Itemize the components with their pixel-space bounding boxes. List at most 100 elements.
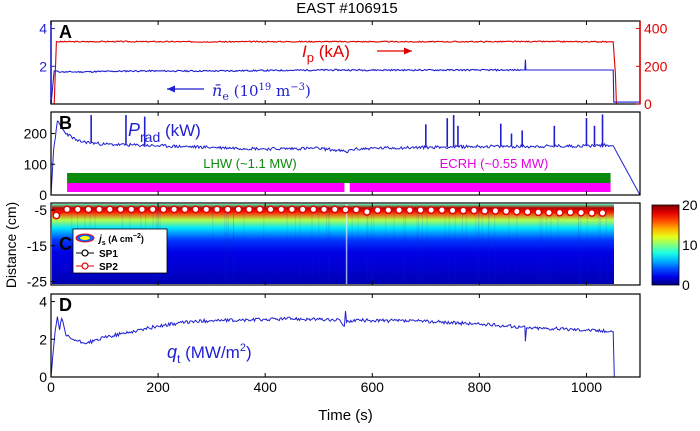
sp2-point [234,205,243,214]
sp2-point [266,205,275,214]
sp2-point [255,205,264,214]
sp2-point [566,208,575,217]
sp2-point [95,205,104,214]
panel-c-y-tick-label: -15 [27,238,47,254]
panel-b-frame [50,111,641,196]
sp2-point [384,206,393,215]
sp2-point [491,206,500,215]
sp2-point [288,205,296,214]
panel-a-right-y-tick-label: 400 [644,21,668,37]
qt-annotation: qt (MW/m2) [167,342,252,366]
x-tick-label: 1000 [571,379,602,395]
sp2-point [502,207,511,216]
sp2-point [309,205,318,214]
sp2-point [202,205,211,214]
sp2-point [116,205,125,214]
sp2-point [373,206,382,215]
lhw-bar [67,173,611,183]
colorbar-tick-label: 20 [682,197,698,213]
sp2-legend-marker [81,262,89,270]
sp1-legend-marker [81,249,89,257]
x-tick-label: 600 [361,379,385,395]
panel-label-d: D [59,295,72,315]
js-legend-icon-core [80,236,90,240]
sp2-point [330,205,339,214]
sp2-point [587,209,596,217]
qt-series-line [50,310,640,378]
sp2-point [341,205,350,214]
sp2-point [127,205,136,214]
sp2-point [84,205,93,214]
sp2-point [405,206,414,215]
sp2-point [523,208,532,216]
colorbar-tick-label: 10 [682,237,698,253]
panel-a-left-y-tick-label: 4 [39,21,47,37]
prad-series-line [50,120,641,196]
colorbar [651,204,680,286]
sp2-point [448,206,457,215]
x-axis-label: Time (s) [318,407,372,424]
panel-a-left-y-tick-label: 2 [39,58,47,74]
x-tick-label: 200 [146,379,170,395]
panel-d-y-tick-label: 0 [39,369,47,385]
sp2-point [320,205,328,214]
panel-a-right-y-tick-label: 200 [644,58,668,74]
sp2-point [180,205,189,214]
colorbar-tick-label: 0 [682,277,690,293]
panel-c-y-tick-label: -25 [27,273,47,289]
panel-c-frame [50,202,641,286]
panel-c-y-tick-label: -5 [35,202,48,218]
sp2-point [352,205,361,214]
legend-sp1-label: SP1 [99,249,118,260]
panel-a-frame [50,20,641,105]
sp2-point [52,211,61,220]
sp2-point [459,206,468,215]
ip-annotation: Ip (kA) [302,42,350,65]
sp2-point [63,205,71,214]
ecrh-bar-2 [349,183,611,192]
panel-d-y-tick-label: 2 [39,331,47,347]
sp2-point [106,205,114,214]
sp2-point [470,206,478,215]
sp2-point [427,206,436,215]
prad-annotation: Prad (kW) [128,120,201,145]
panel-a-right-y-tick-label: 0 [644,96,652,112]
sp2-point [191,205,200,214]
sp2-point [545,208,553,217]
ip-series-line [51,40,640,105]
ne-annotation: n̄e (1019 m−3) [212,81,311,103]
sp2-point [138,205,146,214]
sp2-point [223,205,232,214]
legend-sp2-label: SP2 [99,262,118,273]
sp2-point [534,208,543,217]
figure-title: EAST #106915 [296,0,397,17]
panel-b-y-tick-label: 0 [39,187,47,203]
sp2-point [73,205,82,214]
sp2-point [395,206,403,215]
panel-b-y-tick-label: 100 [24,156,48,172]
panel-d-y-tick-label: 4 [39,294,47,310]
sp2-point [555,208,564,217]
sp2-point [480,206,489,215]
sp2-point [245,205,254,214]
ecrh-label: ECRH (~0.55 MW) [440,156,549,171]
ne-arrow-head [167,85,175,93]
sp2-line [56,208,603,216]
x-tick-label: 0 [47,379,55,395]
sp2-point [598,209,607,217]
ip-arrow-head [404,47,412,55]
sp2-point [577,208,585,217]
x-tick-label: 800 [468,379,492,395]
sp2-point [416,206,425,215]
sp2-point [512,207,521,216]
panel-label-b: B [59,113,72,133]
sp2-point [148,205,157,214]
panel-label-c: C [59,234,72,254]
legend-js-label: js (A cm−2) [97,233,144,247]
sp2-point [213,205,221,214]
ne-series-line [50,59,640,105]
ecrh-bar-1 [67,183,345,192]
panel-c-ylabel: Distance (cm) [3,202,19,288]
panel-b-y-tick-label: 200 [24,126,48,142]
